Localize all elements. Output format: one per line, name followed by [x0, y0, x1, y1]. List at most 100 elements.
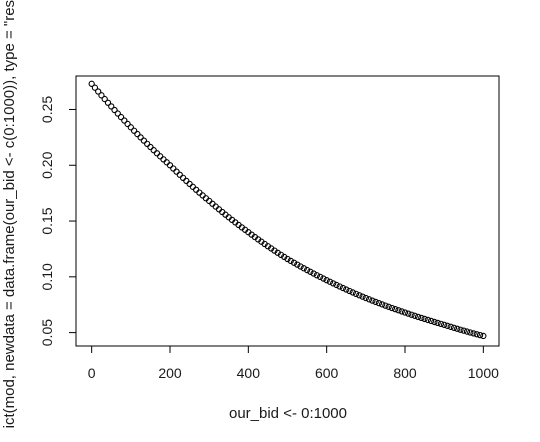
data-point [369, 297, 376, 304]
data-point [450, 324, 458, 331]
data-point [114, 110, 121, 117]
data-point [362, 294, 369, 302]
data-point [163, 159, 170, 166]
data-point [121, 117, 128, 124]
data-point [91, 84, 99, 91]
x-axis-title: our_bid <- 0:1000 [229, 405, 347, 422]
data-point [303, 266, 311, 274]
data-point [117, 113, 125, 121]
x-axis: 0 200 400 600 800 1000 [88, 345, 499, 381]
x-tick-label: 0 [88, 365, 96, 381]
data-point [444, 322, 451, 329]
y-axis-title: ict(mod, newdata = data.frame(our_bid <-… [1, 0, 18, 428]
data-point [470, 330, 477, 337]
data-point [88, 80, 95, 87]
data-point [101, 95, 108, 103]
data-point [196, 189, 203, 196]
x-tick-label: 200 [158, 365, 182, 381]
y-tick-label: 0.25 [39, 96, 55, 123]
data-point [398, 308, 405, 315]
data-point [147, 143, 154, 151]
data-point [179, 174, 187, 182]
data-point [183, 177, 190, 185]
data-point [349, 289, 356, 296]
data-point [330, 280, 337, 287]
data-point [320, 275, 327, 282]
data-point [388, 304, 396, 312]
data-point [392, 305, 399, 313]
data-point [405, 310, 412, 317]
x-tick-label: 800 [393, 365, 417, 381]
data-point [166, 162, 174, 169]
data-point [137, 134, 144, 141]
data-point [111, 106, 118, 114]
data-point [290, 259, 298, 266]
data-point [144, 140, 151, 148]
y-tick-label: 0.15 [39, 207, 55, 234]
data-point [339, 284, 347, 292]
data-point [140, 137, 148, 144]
data-point [427, 317, 435, 325]
data-point [150, 147, 157, 154]
data-point [401, 309, 409, 316]
y-axis: 0.05 0.10 0.15 0.20 0.25 [39, 96, 77, 346]
x-tick-label: 1000 [468, 365, 499, 381]
data-point [414, 313, 422, 321]
data-point [473, 331, 480, 338]
data-point [480, 332, 487, 340]
data-point [95, 88, 102, 95]
data-point [343, 286, 350, 293]
data-point [104, 99, 112, 106]
data-point [326, 278, 334, 285]
data-point [294, 261, 301, 268]
data-point [333, 281, 340, 289]
x-tick-label: 400 [237, 365, 261, 381]
data-point [307, 268, 314, 275]
data-point [375, 299, 383, 307]
data-point [431, 318, 438, 326]
data-point [310, 270, 317, 277]
data-point [300, 265, 307, 272]
data-point [460, 327, 467, 334]
data-point [192, 186, 200, 193]
data-point [170, 165, 177, 172]
data-point [346, 287, 353, 295]
data-point [313, 272, 321, 279]
data-point [108, 103, 115, 110]
data-point [365, 296, 373, 303]
data-point [189, 183, 196, 190]
data-point [418, 314, 425, 322]
data-point [160, 156, 167, 163]
data-point [173, 168, 180, 175]
y-tick-label: 0.10 [39, 263, 55, 290]
data-point [359, 293, 366, 300]
data-point [441, 321, 448, 328]
data-point [395, 307, 402, 314]
data-point [323, 277, 330, 284]
data-point [476, 331, 484, 339]
data-point [134, 130, 141, 138]
data-point [98, 92, 105, 99]
data-point [316, 273, 324, 281]
data-point [176, 171, 183, 178]
data-point [411, 312, 418, 319]
data-point [287, 257, 294, 265]
data-point [124, 120, 131, 128]
data-point [130, 127, 138, 134]
x-tick-label: 600 [315, 365, 339, 381]
data-point [434, 319, 441, 327]
data-point [463, 328, 471, 335]
data-point [408, 311, 415, 318]
data-point [356, 292, 363, 299]
data-point [457, 326, 464, 333]
data-point [284, 255, 291, 263]
data-point [385, 303, 392, 310]
data-points [88, 80, 487, 340]
data-point [352, 290, 360, 298]
data-point [297, 263, 304, 270]
data-point [424, 316, 431, 324]
data-point [437, 320, 445, 328]
data-point [421, 315, 428, 323]
data-point [153, 150, 161, 157]
